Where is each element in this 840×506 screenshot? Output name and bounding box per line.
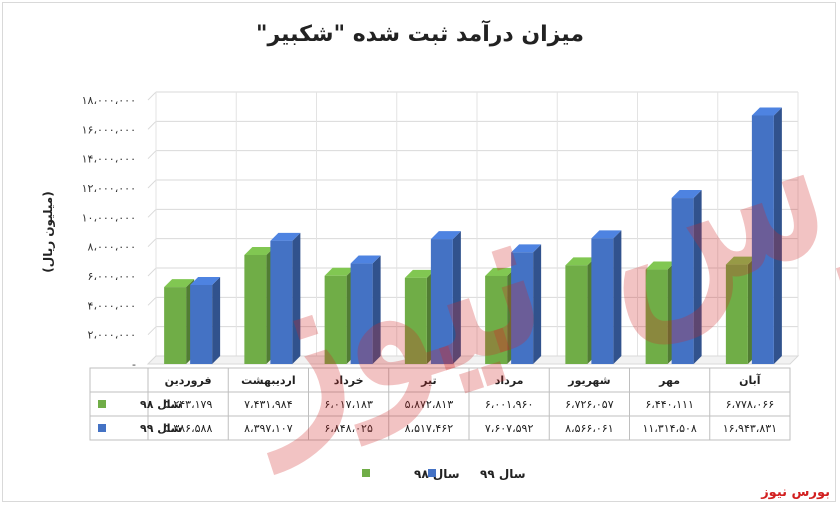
legend-swatch — [428, 469, 436, 477]
bar — [270, 240, 293, 364]
chart-title: میزان درآمد ثبت شده "شکبیر" — [256, 22, 584, 47]
gridline-side — [147, 91, 157, 101]
y-tick-label: ۸،۰۰۰،۰۰۰ — [88, 241, 136, 254]
data-label: ۸،۵۱۷،۴۶۲ — [405, 422, 454, 435]
data-label: ۵،۸۷۲،۸۱۳ — [405, 398, 454, 411]
bar — [511, 252, 534, 364]
table-series-label: سال ۹۸ — [140, 398, 182, 411]
bar — [404, 277, 427, 364]
y-tick-label: ۴،۰۰۰،۰۰۰ — [88, 299, 136, 312]
x-tick-label: شهریور — [567, 374, 610, 387]
x-tick-label: تیر — [420, 374, 436, 387]
gridline-side — [147, 238, 157, 248]
data-label: ۶،۰۰۱،۹۶۰ — [485, 398, 533, 411]
bar — [244, 254, 267, 364]
gridline-side — [147, 120, 157, 130]
bar-top — [190, 276, 221, 285]
bar-top — [164, 279, 195, 288]
bar — [324, 275, 347, 364]
data-label: ۶،۷۲۶،۰۵۷ — [565, 398, 614, 411]
legend-label: سال ۹۹ — [480, 467, 526, 481]
bar-top — [270, 232, 301, 241]
legend-swatch — [98, 424, 106, 432]
data-label: ۷،۶۰۷،۵۹۲ — [485, 422, 534, 435]
x-tick-label: مهر — [658, 374, 680, 387]
data-label: ۶،۴۴۰،۱۱۱ — [645, 398, 693, 411]
bar-side — [452, 231, 461, 364]
bar — [671, 198, 694, 364]
data-label: ۶،۷۷۸،۰۶۶ — [726, 398, 774, 411]
gridline-side — [147, 267, 157, 277]
y-tick-label: ۶،۰۰۰،۰۰۰ — [88, 270, 136, 283]
y-tick-label: ۲،۰۰۰،۰۰۰ — [88, 329, 136, 342]
gridline-side — [147, 296, 157, 306]
bar-top — [591, 230, 622, 239]
y-tick-label: ۱۸،۰۰۰،۰۰۰ — [82, 94, 136, 107]
y-tick-label: ۱۰،۰۰۰،۰۰۰ — [82, 211, 136, 224]
data-label: ۸،۵۶۶،۰۶۱ — [565, 422, 613, 435]
bar-top — [565, 257, 596, 266]
bar — [485, 275, 508, 364]
bar — [430, 239, 453, 364]
y-tick-label: ۱۲،۰۰۰،۰۰۰ — [82, 182, 136, 195]
x-tick-label: اردیبهشت — [241, 374, 295, 387]
x-tick-label: خرداد — [334, 374, 364, 387]
gridline-side — [147, 208, 157, 218]
bar — [725, 264, 748, 364]
bar-side — [292, 232, 301, 364]
bar — [565, 265, 588, 364]
bar-top — [430, 231, 461, 240]
bar-top — [244, 246, 275, 255]
legend-swatch — [362, 469, 370, 477]
bar-side — [212, 276, 221, 364]
bar-top — [751, 107, 782, 116]
bar — [751, 115, 774, 364]
bar — [350, 263, 373, 364]
bar-side — [773, 107, 782, 364]
bar — [164, 287, 187, 364]
x-tick-label: مرداد — [495, 374, 524, 387]
bar-side — [533, 244, 542, 364]
bar — [591, 238, 614, 364]
x-tick-label: فروردین — [165, 374, 212, 387]
gridline-side — [147, 150, 157, 160]
bar-top — [671, 190, 702, 199]
bar-side — [372, 255, 381, 364]
bar-top — [324, 267, 355, 276]
data-label: ۱۶،۹۴۳،۸۳۱ — [723, 422, 777, 435]
bar-side — [613, 230, 622, 364]
y-tick-label: ۱۶،۰۰۰،۰۰۰ — [82, 123, 136, 136]
bar-top — [485, 267, 516, 276]
legend-swatch — [98, 400, 106, 408]
bar-top — [511, 244, 542, 253]
bar — [190, 284, 213, 364]
data-label: ۶،۸۴۸،۰۲۵ — [324, 422, 373, 435]
data-label: ۷،۴۳۱،۹۸۴ — [244, 398, 293, 411]
gridline-side — [147, 179, 157, 189]
bar-top — [404, 269, 435, 278]
y-tick-label: - — [132, 358, 136, 371]
bar-top — [350, 255, 381, 264]
gridline-side — [147, 326, 157, 336]
y-tick-label: ۱۴،۰۰۰،۰۰۰ — [82, 153, 136, 166]
bar-side — [693, 190, 702, 364]
data-label: ۶،۰۱۷،۱۸۳ — [324, 398, 373, 411]
data-label: ۵،۳۸۶،۵۸۸ — [164, 422, 213, 435]
y-axis-label: (میلیون ریال) — [41, 191, 56, 272]
table-series-label: سال ۹۹ — [140, 422, 182, 435]
data-label: ۱۱،۳۱۴،۵۰۸ — [642, 422, 696, 435]
legend-label: سال ۹۸ — [414, 467, 460, 481]
bar-top — [645, 261, 676, 270]
data-label: ۵،۲۴۳،۱۷۹ — [164, 398, 213, 411]
x-tick-label: آبان — [739, 373, 761, 387]
bar-top — [725, 256, 756, 265]
data-label: ۸،۳۹۷،۱۰۷ — [244, 422, 293, 435]
bar — [645, 269, 668, 364]
brand-label: بورس نیوز — [761, 485, 830, 500]
